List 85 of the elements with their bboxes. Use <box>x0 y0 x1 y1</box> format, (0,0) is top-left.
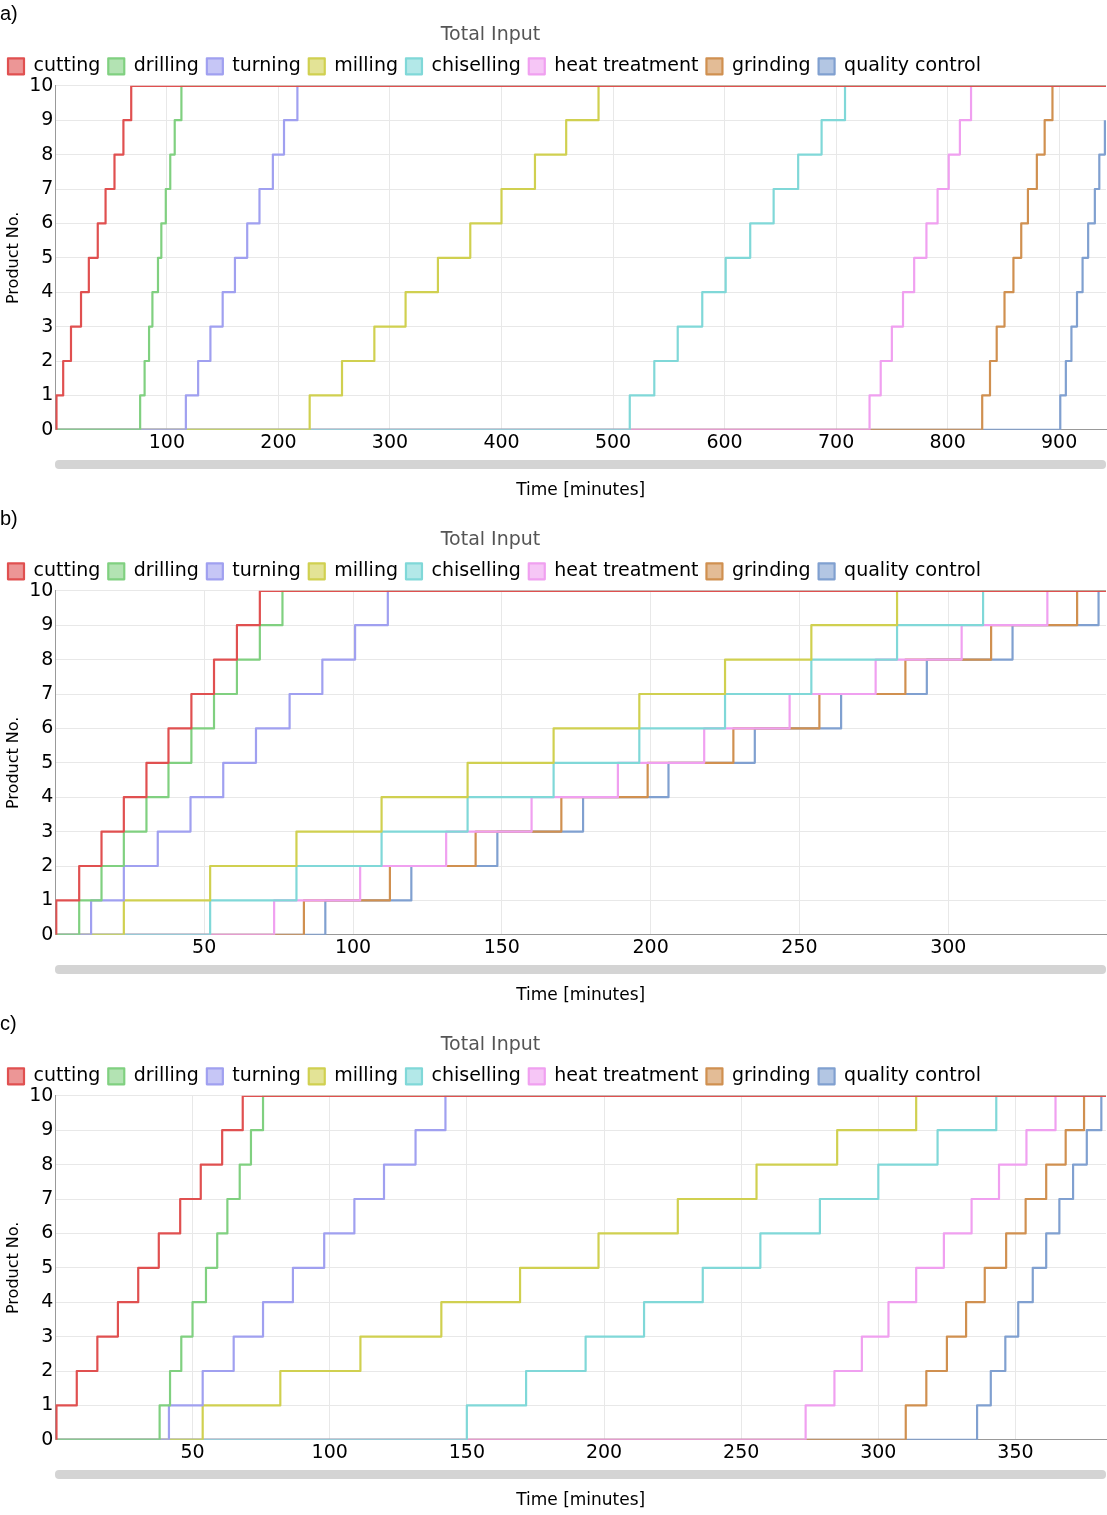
x-axis-title: Time [minutes] <box>515 1489 646 1510</box>
y-tick-label: 1 <box>41 887 54 910</box>
legend-label: drilling <box>133 53 199 76</box>
y-tick-label: 0 <box>41 416 54 439</box>
y-tick-label: 9 <box>41 107 54 130</box>
legend-title: Total Input <box>439 527 541 550</box>
x-tick-label: 50 <box>192 935 217 958</box>
legend-title: Total Input <box>439 22 541 45</box>
x-tick-label: 250 <box>781 935 818 958</box>
legend-label: grinding <box>731 1063 811 1086</box>
legend-label: milling <box>334 53 398 76</box>
y-tick-label: 2 <box>41 852 54 875</box>
legend-label: heat treatment <box>554 558 699 581</box>
x-tick-label: 200 <box>260 430 297 453</box>
x-tick-label: 200 <box>632 935 669 958</box>
x-tick-label: 50 <box>180 1440 205 1463</box>
legend-label: turning <box>232 53 301 76</box>
y-tick-label: 4 <box>41 784 54 807</box>
legend-title: Total Input <box>439 1032 541 1055</box>
x-tick-label: 700 <box>817 430 855 453</box>
y-tick-label: 7 <box>41 175 54 198</box>
y-axis-title: Product No. <box>2 1221 22 1314</box>
x-axis-title: Time [minutes] <box>515 479 646 500</box>
y-tick-label: 5 <box>41 749 54 772</box>
legend-label: chiselling <box>431 53 521 76</box>
y-tick-label: 7 <box>41 680 54 703</box>
x-tick-label: 250 <box>723 1440 760 1463</box>
y-tick-label: 4 <box>41 1289 54 1312</box>
y-tick-label: 2 <box>41 347 54 370</box>
x-tick-label: 200 <box>585 1440 623 1463</box>
legend-label: drilling <box>133 1063 199 1086</box>
y-tick-label: 9 <box>41 612 54 635</box>
x-tick-label: 300 <box>860 1440 897 1463</box>
legend-label: grinding <box>731 53 811 76</box>
y-tick-label: 6 <box>41 1220 54 1243</box>
x-tick-label: 300 <box>371 430 409 453</box>
legend-label: milling <box>334 1063 398 1086</box>
y-tick-label: 1 <box>41 382 54 405</box>
x-tick-label: 150 <box>483 935 520 958</box>
y-tick-label: 1 <box>41 1392 54 1415</box>
y-tick-label: 5 <box>41 1254 54 1277</box>
legend-label: chiselling <box>431 558 521 581</box>
legend-label: quality control <box>844 1063 981 1086</box>
y-tick-label: 6 <box>41 210 54 233</box>
legend-label: grinding <box>731 558 811 581</box>
x-tick-label: 600 <box>706 430 743 453</box>
x-tick-label: 300 <box>930 935 967 958</box>
chart-title: c) <box>0 1011 17 1034</box>
legend-label: quality control <box>844 53 981 76</box>
y-tick-label: 3 <box>41 818 54 841</box>
legend-label: heat treatment <box>554 53 699 76</box>
x-tick-label: 400 <box>483 430 520 453</box>
legend-label: turning <box>232 558 301 581</box>
y-tick-label: 6 <box>41 715 54 738</box>
chart-title: b) <box>0 506 18 529</box>
legend-label: milling <box>334 558 398 581</box>
y-axis-title: Product No. <box>2 716 22 809</box>
legend-label: drilling <box>133 558 199 581</box>
y-tick-label: 3 <box>41 313 54 336</box>
legend-label: quality control <box>844 558 981 581</box>
x-tick-label: 100 <box>311 1440 348 1463</box>
x-tick-label: 900 <box>1041 430 1078 453</box>
x-tick-label: 100 <box>148 430 186 453</box>
x-tick-label: 500 <box>594 430 632 453</box>
x-tick-label: 350 <box>997 1440 1034 1463</box>
x-axis-title: Time [minutes] <box>515 984 646 1005</box>
legend-label: heat treatment <box>554 1063 699 1086</box>
chart-title: a) <box>0 1 18 24</box>
y-tick-label: 4 <box>41 279 54 302</box>
y-tick-label: 9 <box>41 1117 54 1140</box>
y-tick-label: 3 <box>41 1323 54 1346</box>
x-tick-label: 100 <box>334 935 372 958</box>
y-tick-label: 8 <box>41 646 54 669</box>
y-tick-label: 0 <box>41 1426 54 1449</box>
y-tick-label: 5 <box>41 244 54 267</box>
y-tick-label: 8 <box>41 1151 54 1174</box>
x-tick-label: 150 <box>448 1440 485 1463</box>
x-tick-label: 800 <box>929 430 966 453</box>
y-tick-label: 0 <box>41 921 54 944</box>
legend-label: turning <box>232 1063 301 1086</box>
y-tick-label: 2 <box>41 1357 54 1380</box>
y-tick-label: 7 <box>41 1185 54 1208</box>
y-axis-title: Product No. <box>2 211 22 304</box>
y-tick-label: 8 <box>41 141 54 164</box>
legend-label: chiselling <box>431 1063 521 1086</box>
